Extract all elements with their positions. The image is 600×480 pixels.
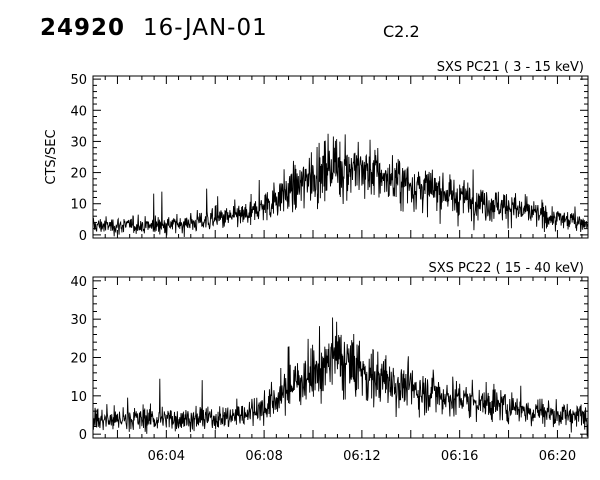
y-tick-label: 10 [70, 390, 87, 405]
y-tick-label: 0 [79, 428, 87, 443]
event-date: 16-JAN-01 [143, 15, 268, 41]
y-tick-label: 20 [70, 167, 87, 182]
panel-title: SXS PC22 ( 15 - 40 keV) [428, 261, 584, 276]
x-tick-label: 06:08 [245, 449, 282, 464]
x-tick-label: 06:04 [148, 449, 185, 464]
y-tick-label: 50 [70, 73, 87, 88]
y-tick-label: 40 [70, 104, 87, 119]
plot-frame [92, 75, 589, 239]
y-axis-label: CTS/SEC [44, 129, 59, 184]
series-line [92, 133, 589, 238]
y-tick-label: 40 [70, 275, 87, 290]
x-tick-label: 06:16 [441, 449, 478, 464]
y-tick-label: 20 [70, 352, 87, 367]
panel-title: SXS PC21 ( 3 - 15 keV) [437, 60, 584, 75]
series-line [92, 317, 589, 437]
y-tick-label: 10 [70, 198, 87, 213]
y-tick-label: 0 [79, 229, 87, 244]
event-id: 24920 [40, 15, 126, 41]
plot-header: 24920 16-JAN-01 C2.2 [0, 0, 600, 60]
flare-class: C2.2 [383, 22, 420, 41]
x-tick-label: 06:20 [539, 449, 576, 464]
y-tick-label: 30 [70, 313, 87, 328]
y-tick-label: 30 [70, 135, 87, 150]
x-tick-label: 06:12 [343, 449, 380, 464]
